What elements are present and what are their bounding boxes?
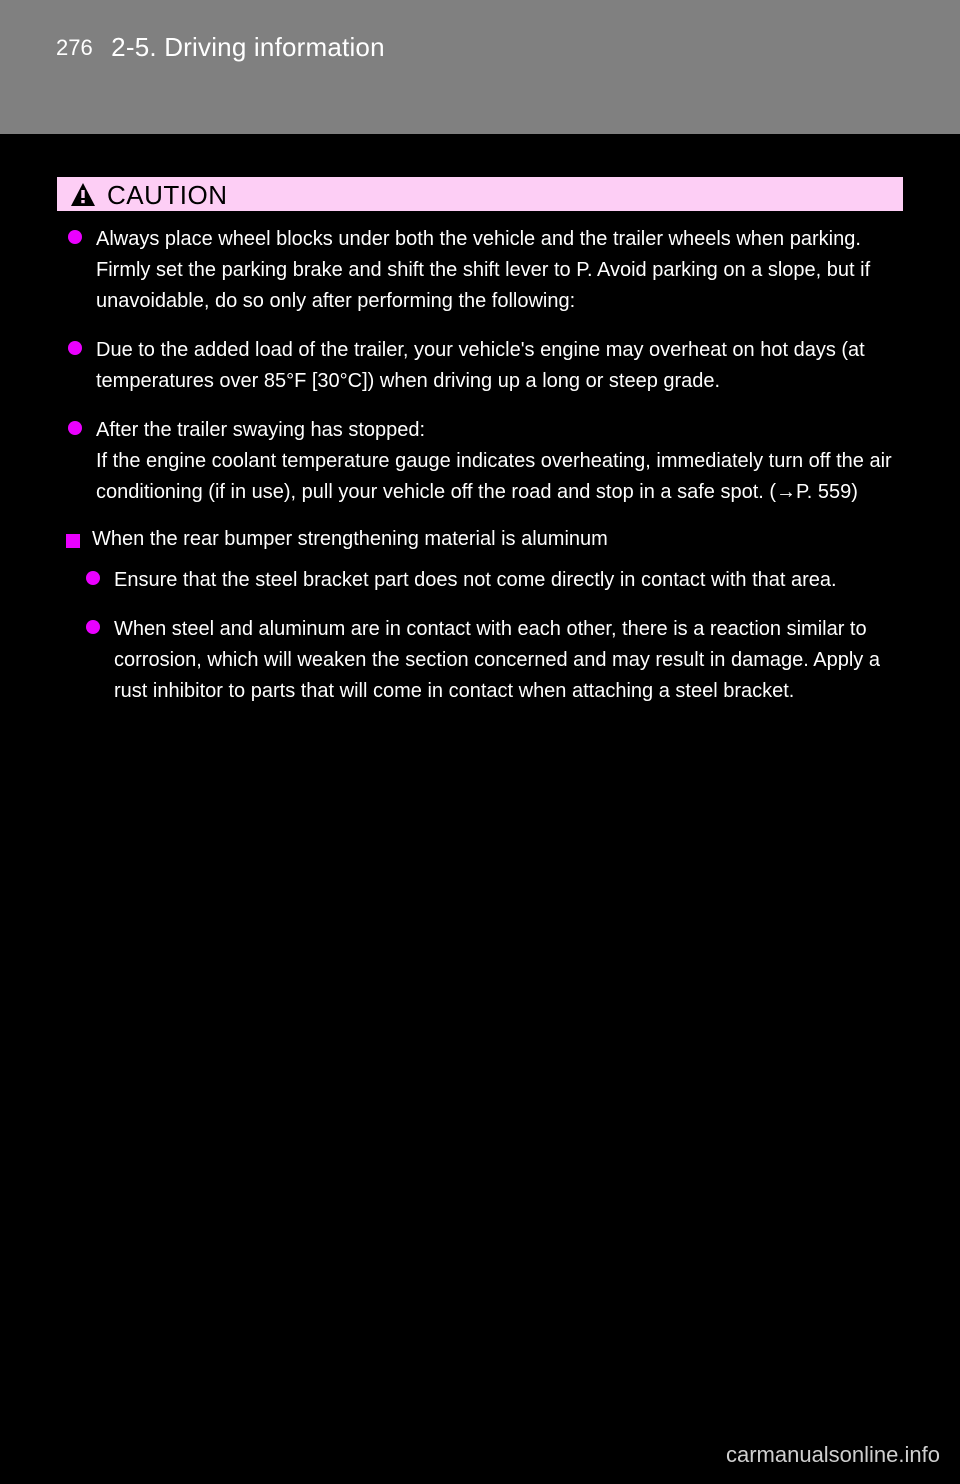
sub-heading: When the rear bumper strengthening mater…	[92, 528, 608, 551]
warning-icon	[69, 181, 97, 209]
manual-page: 276 2-5. Driving information CAUTION Alw…	[0, 0, 960, 1484]
bullet-text: When steel and aluminum are in contact w…	[114, 614, 892, 707]
bullet-item: When steel and aluminum are in contact w…	[86, 614, 892, 707]
bullet-icon	[86, 620, 100, 634]
page-body: Always place wheel blocks under both the…	[68, 224, 892, 725]
bullet-text: After the trailer swaying has stopped: I…	[96, 415, 892, 508]
sub-bullet-list: Ensure that the steel bracket part does …	[86, 565, 892, 707]
bullet-text: Ensure that the steel bracket part does …	[114, 565, 837, 596]
bullet-item: After the trailer swaying has stopped: I…	[68, 415, 892, 508]
page-number: 276	[56, 35, 93, 61]
bullet-text: Always place wheel blocks under both the…	[96, 224, 892, 317]
sub-heading-row: When the rear bumper strengthening mater…	[68, 528, 892, 551]
square-icon	[66, 534, 80, 548]
bullet-icon	[68, 421, 82, 435]
bullet-text: Due to the added load of the trailer, yo…	[96, 335, 892, 397]
caution-label: CAUTION	[107, 180, 228, 211]
bullet-item: Always place wheel blocks under both the…	[68, 224, 892, 317]
bullet-item: Due to the added load of the trailer, yo…	[68, 335, 892, 397]
watermark: carmanualsonline.info	[726, 1442, 940, 1468]
bullet-icon	[68, 230, 82, 244]
bullet-icon	[68, 341, 82, 355]
bullet-icon	[86, 571, 100, 585]
bullet-item: Ensure that the steel bracket part does …	[86, 565, 892, 596]
bullet-text-line: After the trailer swaying has stopped:	[96, 419, 425, 441]
bullet-text-extra: If the engine coolant temperature gauge …	[96, 450, 892, 503]
page-header: 276 2-5. Driving information	[0, 0, 960, 134]
section-title: 2-5. Driving information	[111, 32, 385, 63]
caution-bar: CAUTION	[56, 176, 904, 212]
